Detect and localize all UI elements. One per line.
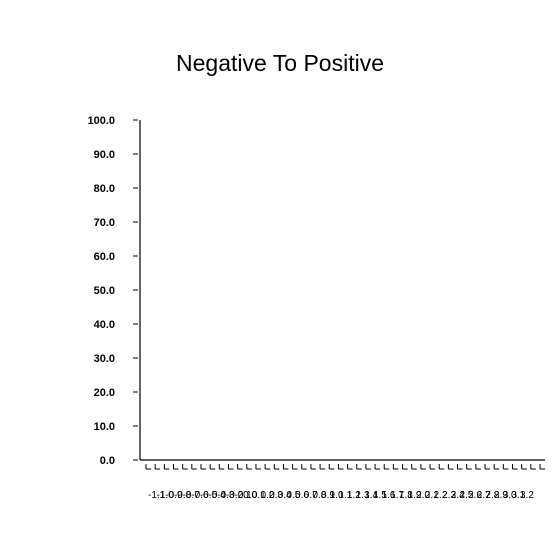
x-tick-label: -0.3 bbox=[217, 490, 235, 501]
x-tick-label: 2.0 bbox=[416, 490, 430, 501]
x-tick-label: -0.7 bbox=[183, 490, 201, 501]
y-tick-label: 80.0 bbox=[94, 183, 115, 195]
x-tick-label: 2.2 bbox=[433, 490, 447, 501]
x-tick-label: -0.9 bbox=[165, 490, 183, 501]
x-tick-label: 2.8 bbox=[485, 490, 499, 501]
x-tick-label: 3.1 bbox=[511, 490, 525, 501]
y-tick-label: 50.0 bbox=[94, 285, 115, 297]
x-tick-label: 2.7 bbox=[477, 490, 491, 501]
x-tick-label: 1.5 bbox=[373, 490, 387, 501]
y-tick-label: 100.0 bbox=[87, 115, 115, 127]
x-tick-label: 2.5 bbox=[459, 490, 473, 501]
x-tick-label: 1.7 bbox=[390, 490, 404, 501]
x-tick-label: 2.1 bbox=[425, 490, 439, 501]
x-tick-label: 1.1 bbox=[338, 490, 352, 501]
x-tick-label: 1.9 bbox=[408, 490, 422, 501]
y-tick-label: 70.0 bbox=[94, 217, 115, 229]
x-tick-label: -0.5 bbox=[200, 490, 218, 501]
y-tick-label: 0.0 bbox=[100, 455, 115, 467]
x-tick-label: 0.5 bbox=[286, 490, 300, 501]
x-tick-label: 3.2 bbox=[520, 490, 534, 501]
x-tick-label: 1.0 bbox=[330, 490, 344, 501]
chart-title: Negative To Positive bbox=[176, 50, 384, 76]
x-tick-label: -0.1 bbox=[235, 490, 253, 501]
x-axis: -1.1-1.0-0.9-0.8-0.7-0.6-0.5-0.4-0.3-0.2… bbox=[140, 459, 545, 501]
x-tick-label: 1.8 bbox=[399, 490, 413, 501]
x-tick-label: 0.2 bbox=[260, 490, 274, 501]
x-tick-label: 0.4 bbox=[278, 490, 292, 501]
x-tick-label: 2.9 bbox=[494, 490, 508, 501]
x-tick-label: 1.4 bbox=[364, 490, 378, 501]
x-tick-label: 0.8 bbox=[312, 490, 326, 501]
x-tick-label: 0.7 bbox=[304, 490, 318, 501]
x-tick-label: 2.3 bbox=[442, 490, 456, 501]
x-tick-label: -1.1 bbox=[148, 490, 166, 501]
x-tick-label: -1.0 bbox=[157, 490, 175, 501]
y-tick-label: 10.0 bbox=[94, 421, 115, 433]
y-axis: 0.0 10.0 20.0 30.0 40.0 50.0 60.0 70.0 80.0 90.0 1… bbox=[87, 115, 141, 467]
y-tick-label: 60.0 bbox=[94, 251, 115, 263]
x-tick-label: 1.2 bbox=[347, 490, 361, 501]
y-tick-label: 30.0 bbox=[94, 353, 115, 365]
x-tick-label: 0.1 bbox=[252, 490, 266, 501]
x-tick-label: 1.3 bbox=[356, 490, 370, 501]
x-tick-label: -0.4 bbox=[209, 490, 227, 501]
x-tick-label: 1.6 bbox=[382, 490, 396, 501]
y-tick-label: 40.0 bbox=[94, 319, 115, 331]
x-tick-label: -0.6 bbox=[191, 490, 209, 501]
x-tick-label: -0.8 bbox=[174, 490, 192, 501]
x-tick-label: 2.6 bbox=[468, 490, 482, 501]
x-tick-label: 0.0 bbox=[243, 490, 257, 501]
x-tick-label: 2.4 bbox=[451, 490, 465, 501]
y-tick-label: 90.0 bbox=[94, 149, 115, 161]
x-tick-label: 0.6 bbox=[295, 490, 309, 501]
x-tick-label: 3.0 bbox=[503, 490, 517, 501]
x-tick-label: -0.2 bbox=[226, 490, 244, 501]
y-tick-label: 20.0 bbox=[94, 387, 115, 399]
x-tick-label: 0.3 bbox=[269, 490, 283, 501]
x-tick-label: 0.9 bbox=[321, 490, 335, 501]
